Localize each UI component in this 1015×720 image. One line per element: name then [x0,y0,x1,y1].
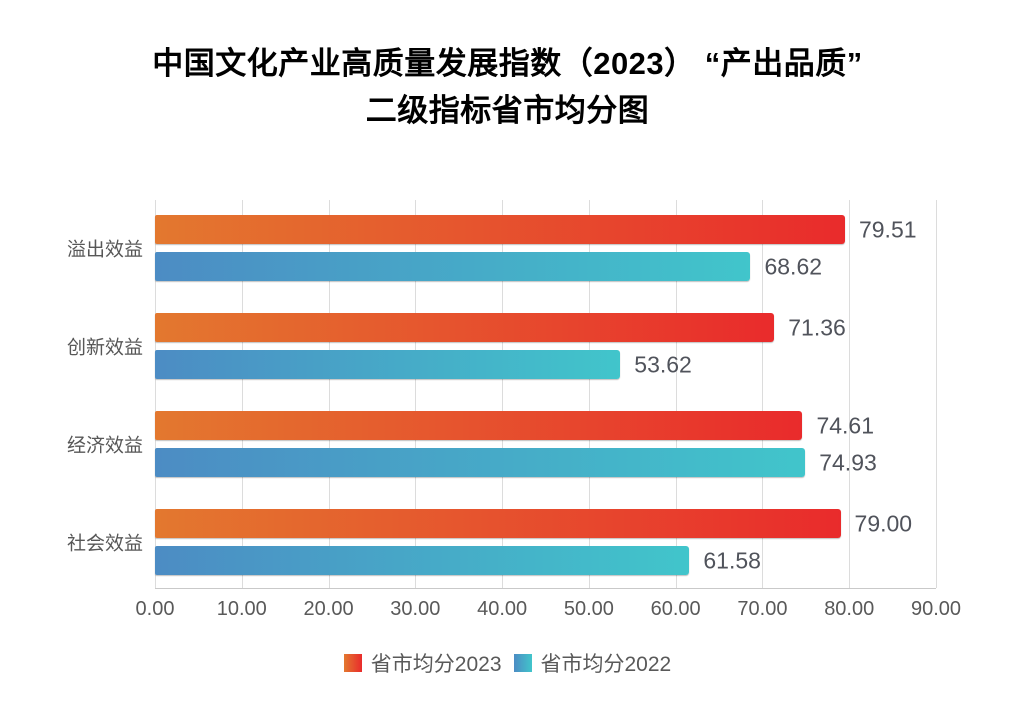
x-tick-label-50.00: 50.00 [563,598,614,620]
value-label-省市均分2023-社会效益: 79.00 [854,510,913,536]
gridline-50.00 [588,200,590,588]
bar-省市均分2022-溢出效益 [155,252,751,281]
bar-省市均分2023-社会效益 [155,509,841,538]
legend: 省市均分2023 省市均分2022 [0,648,1015,678]
chart-title-line1: 中国文化产业高质量发展指数（2023） “产出品质” [152,46,863,81]
category-label-创新效益: 创新效益 [66,337,143,359]
legend-item-2022: 省市均分2022 [513,648,672,678]
gridline-80.00 [849,200,851,588]
legend-label-2023: 省市均分2023 [370,653,502,676]
legend-swatch-2022 [513,654,532,672]
x-tick-label-20.00: 20.00 [303,598,354,620]
bar-省市均分2022-创新效益 [155,350,621,379]
x-tick-label-0.00: 0.00 [135,598,175,620]
bar-省市均分2023-溢出效益 [155,215,845,244]
category-label-溢出效益: 溢出效益 [66,239,143,261]
x-tick-label-40.00: 40.00 [477,598,528,620]
gridline-20.00 [328,200,330,588]
x-tick-label-90.00: 90.00 [910,598,962,620]
x-axis: 0.00 10.00 20.00 30.00 40.00 50.00 60.00 70.00 8… [136,598,962,624]
value-label-省市均分2022-创新效益: 53.62 [634,351,692,377]
value-label-省市均分2023-溢出效益: 79.51 [858,216,917,242]
gridline-40.00 [502,200,504,588]
x-tick-label-80.00: 80.00 [824,598,875,620]
x-tick-label-60.00: 60.00 [650,598,701,620]
gridline-70.00 [762,200,764,588]
gridline-90.00 [936,200,937,588]
gridline-10.00 [241,200,243,588]
x-tick-label-10.00: 10.00 [216,598,267,620]
x-tick-label-30.00: 30.00 [390,598,441,620]
legend-item-2023: 省市均分2023 [343,648,502,678]
legend-label-2022: 省市均分2022 [540,653,672,676]
value-label-省市均分2022-溢出效益: 68.62 [764,253,823,279]
value-label-省市均分2023-经济效益: 74.61 [816,412,874,438]
gridline-0.00 [155,200,156,588]
gridline-30.00 [415,200,417,588]
legend-swatch-2023 [343,654,362,672]
bar-省市均分2022-社会效益 [155,546,690,575]
bar-省市均分2023-经济效益 [155,411,803,440]
bar-省市均分2022-经济效益 [155,448,806,477]
category-label-经济效益: 经济效益 [66,435,143,457]
plot-area: 79.51 68.62 71.36 53.62 74.61 74.93 79.00 61.58 [155,200,937,589]
category-label-社会效益: 社会效益 [66,533,143,555]
chart-title: 中国文化产业高质量发展指数（2023） “产出品质” 二级指标省市均分图 [0,40,1015,134]
bar-省市均分2023-创新效益 [155,313,775,342]
value-label-省市均分2022-社会效益: 61.58 [703,547,761,573]
value-label-省市均分2022-经济效益: 74.93 [819,449,877,475]
chart-title-line2: 二级指标省市均分图 [365,93,650,128]
x-tick-label-70.00: 70.00 [737,598,788,620]
gridline-60.00 [675,200,677,588]
value-label-省市均分2023-创新效益: 71.36 [788,314,846,340]
